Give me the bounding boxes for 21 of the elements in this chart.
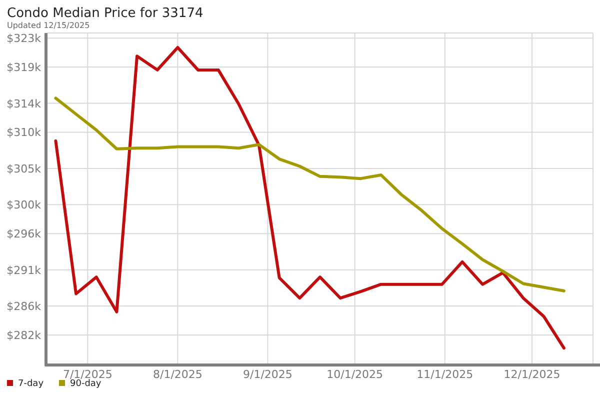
y-tick-label: $282k: [6, 329, 42, 342]
y-tick-label: $310k: [6, 126, 42, 140]
y-tick-label: $296k: [6, 228, 42, 241]
y-tick-label: $286k: [6, 300, 42, 314]
y-tick-label: $314k: [6, 97, 42, 110]
line-series: [54, 96, 566, 292]
line-series: [54, 46, 566, 350]
chart-subtitle: Updated 12/15/2025: [7, 21, 90, 30]
chart-title: Condo Median Price for 33174: [7, 6, 204, 21]
y-tick-label: $323k: [6, 32, 42, 46]
x-tick-label: 10/1/2025: [326, 368, 384, 381]
legend-label: 90-day: [70, 379, 102, 389]
y-tick-label: $300k: [6, 198, 42, 212]
x-tick-label: 12/1/2025: [504, 368, 560, 381]
y-tick-label: $305k: [6, 162, 42, 176]
x-tick-label: 9/1/2025: [243, 368, 292, 381]
y-tick-label: $319k: [6, 61, 42, 74]
x-tick-label: 11/1/2025: [416, 368, 474, 381]
y-tick-label: $291k: [6, 264, 42, 277]
x-tick-label: 8/1/2025: [152, 368, 202, 381]
legend-label: 7-day: [18, 379, 44, 389]
